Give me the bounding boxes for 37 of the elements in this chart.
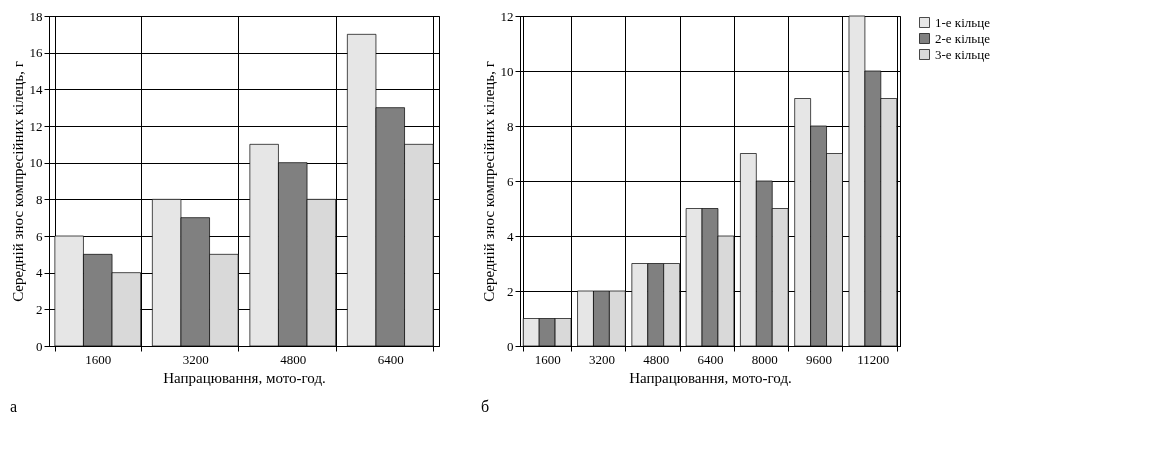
y-tick-label: 14 — [29, 81, 43, 97]
x-tick-label: 3200 — [588, 351, 615, 367]
y-tick-label: 2 — [36, 301, 43, 317]
x-tick-label: 1600 — [534, 351, 561, 367]
y-tick-label: 18 — [29, 8, 43, 24]
x-tick-label: 1600 — [85, 351, 112, 367]
y-tick-label: 0 — [36, 338, 43, 354]
x-tick-label: 9600 — [806, 351, 833, 367]
x-tick-label: 3200 — [182, 351, 209, 367]
y-axis-title: Середній знос компресійних кілець, г — [480, 61, 497, 302]
y-tick-label: 12 — [500, 8, 514, 24]
y-tick-label: 10 — [500, 63, 514, 79]
x-tick-label: 11200 — [857, 351, 890, 367]
x-tick-label: 6400 — [697, 351, 724, 367]
x-tick-label: 4800 — [280, 351, 307, 367]
legend-label: 1-е кільце — [935, 14, 991, 30]
y-tick-label: 16 — [29, 45, 43, 61]
legend-label: 2-е кільце — [935, 30, 991, 46]
legend-label: 3-е кільце — [935, 46, 991, 62]
x-tick-label: 6400 — [377, 351, 404, 367]
y-tick-label: 12 — [29, 118, 43, 134]
y-tick-label: 10 — [29, 155, 43, 171]
y-tick-label: 8 — [507, 118, 514, 134]
x-axis-title: Напрацювання, мото-год. — [163, 369, 326, 386]
y-tick-label: 4 — [507, 228, 514, 244]
text: а — [10, 398, 18, 415]
y-axis-title: Середній знос компресійних кілець, г — [9, 61, 26, 302]
y-tick-label: 4 — [36, 265, 43, 281]
x-tick-label: 8000 — [751, 351, 778, 367]
y-tick-label: 2 — [507, 283, 514, 299]
y-tick-label: 8 — [36, 191, 43, 207]
y-tick-label: 6 — [36, 228, 43, 244]
y-tick-label: 6 — [507, 173, 514, 189]
x-tick-label: 4800 — [643, 351, 670, 367]
text: б — [481, 398, 490, 415]
x-axis-title: Напрацювання, мото-год. — [629, 369, 792, 386]
y-tick-label: 0 — [507, 338, 514, 354]
